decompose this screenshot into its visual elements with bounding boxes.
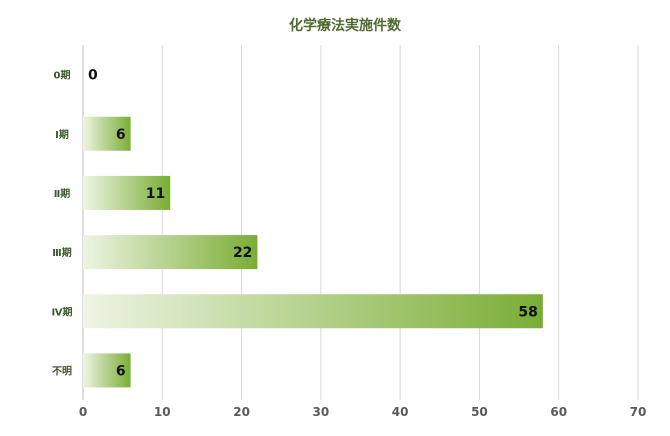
bar-5 (83, 353, 131, 388)
bar-2 (83, 175, 171, 210)
gridlines (82, 45, 639, 400)
labels: 0 10 20 30 40 50 60 70 0期 0 Ⅰ期 6 Ⅱ期 11 Ⅲ期 22 Ⅳ期 58 不明 6 (52, 68, 647, 419)
x-tick-label: 40 (392, 405, 409, 419)
data-label: 6 (116, 127, 126, 143)
data-label: 11 (146, 186, 165, 202)
data-label: 6 (116, 363, 126, 379)
data-label: 22 (233, 245, 252, 261)
data-label: 0 (88, 68, 98, 84)
category-label: Ⅱ期 (54, 187, 71, 200)
x-tick-label: 50 (471, 405, 488, 419)
x-tick-label: 70 (630, 405, 647, 419)
x-tick-label: 60 (550, 405, 567, 419)
bar-3 (83, 235, 258, 270)
x-tick-label: 20 (233, 405, 250, 419)
bars (83, 116, 543, 388)
category-label: Ⅳ期 (52, 305, 73, 318)
chart-title: 化学療法実施件数 (289, 17, 402, 34)
bar-1 (83, 116, 131, 151)
category-label: 0期 (54, 69, 71, 82)
category-label: Ⅲ期 (52, 246, 71, 259)
bar-4 (83, 294, 543, 329)
category-label: Ⅰ期 (55, 128, 69, 141)
category-label: 不明 (52, 365, 72, 377)
x-tick-label: 30 (313, 405, 330, 419)
data-label: 58 (518, 304, 537, 320)
x-tick-label: 0 (79, 405, 87, 419)
x-tick-label: 10 (154, 405, 171, 419)
